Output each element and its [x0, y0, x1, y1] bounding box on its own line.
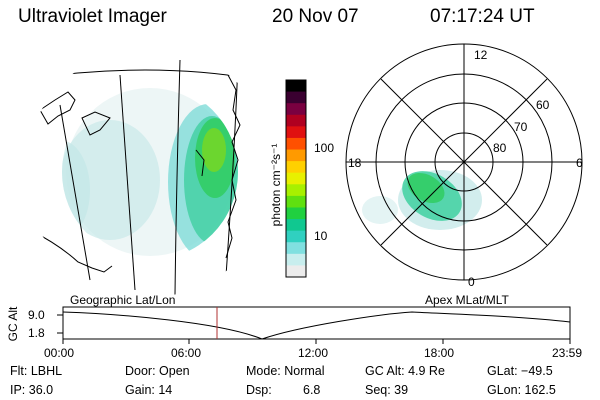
color-bar-segment [286, 91, 306, 104]
glon-status: GLon: 162.5 [487, 383, 556, 397]
seq-status: Seq: 39 [365, 383, 409, 397]
meridian-line [119, 74, 136, 291]
meridian-line [174, 59, 181, 296]
geographic-label: Geographic Lat/Lon [70, 293, 176, 307]
timeline-ymax: 9.0 [28, 308, 45, 322]
geographic-map [25, 59, 261, 296]
mlat-label-70: 70 [514, 120, 528, 134]
mlat-label-60: 60 [536, 98, 550, 112]
colorbar-tick-100: 100 [314, 141, 335, 155]
apex-label: Apex MLat/MLT [425, 293, 509, 307]
aurora-emission-map [62, 88, 238, 260]
filter-status: Flt: LBHL [10, 364, 63, 378]
color-bar-segment [286, 253, 306, 266]
timeline-tick-2359: 23:59 [552, 346, 583, 360]
color-bar-segment [286, 219, 306, 232]
door-status: Door: Open [125, 364, 190, 378]
color-bar-segment [286, 137, 306, 151]
time-label: 07:17:24 UT [430, 6, 535, 27]
gain-status: Gain: 14 [125, 383, 173, 397]
color-bar-segment [286, 207, 306, 220]
coastline [195, 149, 205, 177]
color-bar-segment [286, 230, 306, 243]
color-bar-segment [286, 149, 306, 162]
timeline-tick-0600: 06:00 [171, 346, 202, 360]
color-bar-segment [286, 126, 306, 139]
instrument-title: Ultraviolet Imager [18, 6, 167, 27]
mlt-label-0: 0 [468, 275, 475, 289]
color-bar-segment [286, 195, 306, 208]
color-bar-segment [286, 80, 306, 93]
meridian-line [59, 104, 91, 281]
timeline-tick-1200: 12:00 [298, 346, 329, 360]
coastline [81, 111, 111, 136]
mlat-label-80: 80 [493, 141, 507, 155]
latitude-line [25, 69, 261, 81]
dsp-label: Dsp: [246, 383, 272, 397]
dsp-value: 6.8 [303, 383, 321, 397]
colorbar-tick-10: 10 [314, 229, 328, 243]
mlt-label-6: 6 [576, 156, 583, 170]
mlt-label-12: 12 [474, 48, 488, 62]
coastline [39, 91, 76, 125]
color-bar-segment [286, 161, 306, 174]
mlt-label-18: 18 [348, 156, 362, 170]
ip-status: IP: 36.0 [10, 383, 54, 397]
timeline-ymin: 1.8 [28, 326, 45, 340]
colorbar-unit-label: photon cm⁻²s⁻¹ [269, 143, 283, 227]
gc-alt-status: GC Alt: 4.9 Re [365, 364, 445, 378]
color-bar [285, 79, 307, 278]
glat-status: GLat: −49.5 [487, 364, 553, 378]
date-label: 20 Nov 07 [272, 6, 359, 27]
color-bar-segment [286, 242, 306, 255]
color-bar-segment [286, 114, 306, 127]
timeline-tick-1800: 18:00 [424, 346, 455, 360]
gc-alt-axis-label: GC Alt [6, 306, 20, 342]
color-bar-segment [286, 103, 306, 116]
timeline-ticks [62, 339, 571, 344]
timeline-tick-0000: 00:00 [44, 346, 75, 360]
polar-plot [345, 43, 583, 281]
coastline [225, 74, 241, 259]
color-bar-segment [286, 172, 306, 185]
orbit-altitude-curve [62, 311, 571, 340]
mode-status: Mode: Normal [246, 364, 325, 378]
color-bar-segment [286, 184, 306, 197]
polar-axis-diag [380, 78, 548, 246]
polar-aurora [362, 170, 482, 230]
color-bar-segment [286, 265, 306, 278]
timeline-frame [62, 306, 571, 340]
timeline-plot [57, 306, 571, 344]
